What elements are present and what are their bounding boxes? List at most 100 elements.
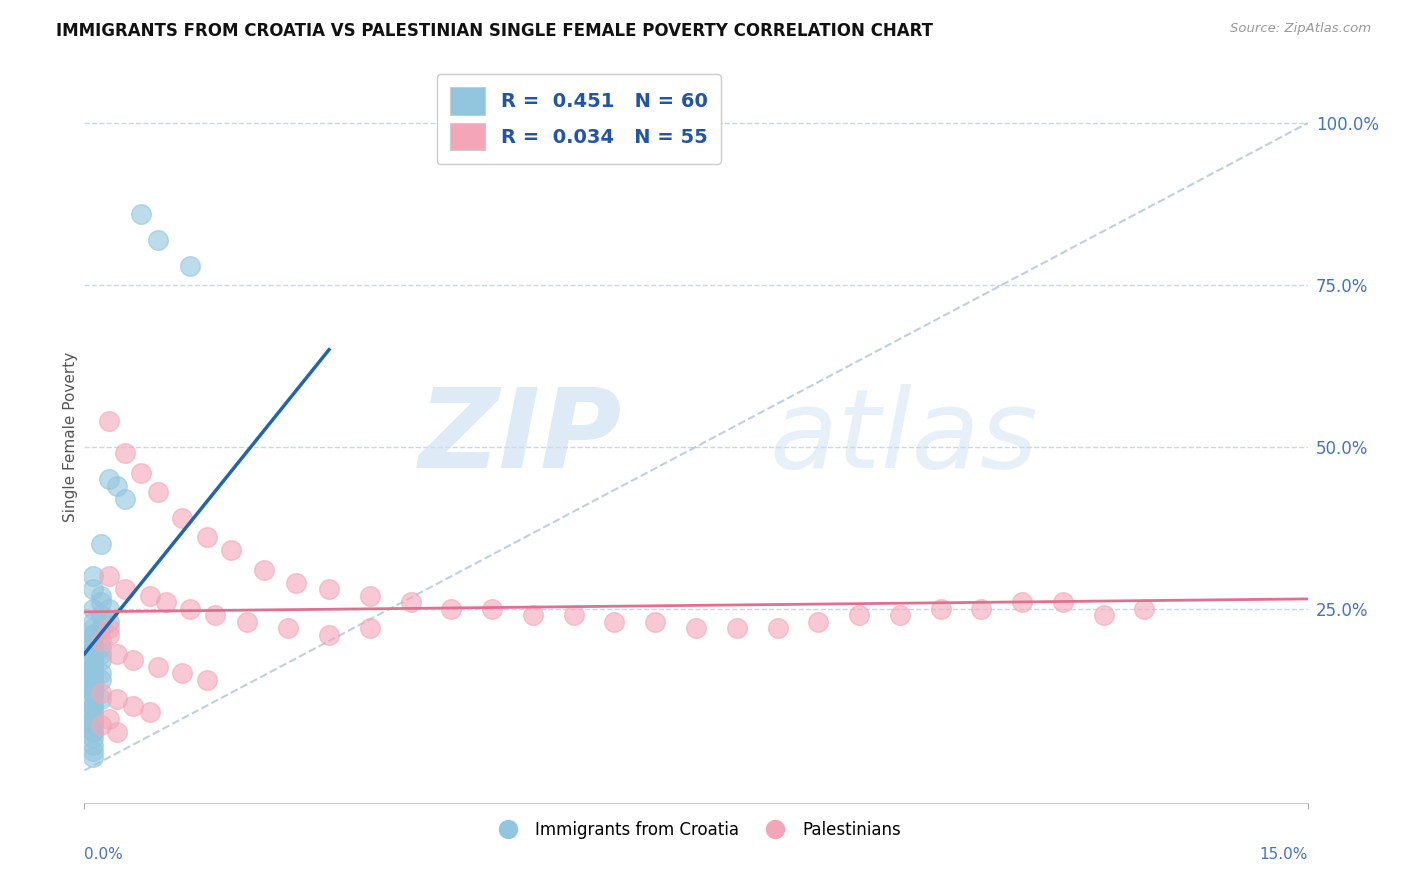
Point bbox=[82, 621, 104, 635]
Point bbox=[82, 724, 104, 739]
Point bbox=[82, 686, 104, 700]
Point bbox=[82, 666, 104, 681]
Point bbox=[146, 233, 169, 247]
Point bbox=[90, 589, 112, 603]
Point bbox=[82, 660, 104, 674]
Point bbox=[82, 640, 104, 655]
Point bbox=[766, 621, 789, 635]
Point bbox=[97, 569, 120, 583]
Point bbox=[82, 705, 104, 719]
Point bbox=[82, 705, 104, 719]
Point bbox=[82, 666, 104, 681]
Text: IMMIGRANTS FROM CROATIA VS PALESTINIAN SINGLE FEMALE POVERTY CORRELATION CHART: IMMIGRANTS FROM CROATIA VS PALESTINIAN S… bbox=[56, 22, 934, 40]
Point bbox=[82, 698, 104, 713]
Point bbox=[105, 692, 128, 706]
Point bbox=[90, 621, 112, 635]
Point bbox=[146, 485, 169, 500]
Point bbox=[82, 731, 104, 745]
Point bbox=[172, 666, 194, 681]
Point bbox=[90, 595, 112, 609]
Point bbox=[82, 712, 104, 726]
Point bbox=[82, 660, 104, 674]
Point bbox=[82, 627, 104, 641]
Text: atlas: atlas bbox=[769, 384, 1038, 491]
Point bbox=[179, 259, 201, 273]
Point bbox=[90, 686, 112, 700]
Point bbox=[82, 738, 104, 752]
Point bbox=[82, 724, 104, 739]
Point bbox=[82, 718, 104, 732]
Point bbox=[97, 472, 120, 486]
Point bbox=[725, 621, 748, 635]
Point bbox=[138, 589, 160, 603]
Point bbox=[114, 446, 136, 460]
Point bbox=[277, 621, 299, 635]
Point bbox=[82, 569, 104, 583]
Point bbox=[90, 640, 112, 655]
Point bbox=[82, 744, 104, 758]
Point bbox=[603, 615, 626, 629]
Point bbox=[440, 601, 463, 615]
Point bbox=[219, 543, 242, 558]
Point bbox=[90, 634, 112, 648]
Point bbox=[146, 660, 169, 674]
Point bbox=[359, 589, 381, 603]
Point bbox=[82, 615, 104, 629]
Point bbox=[97, 414, 120, 428]
Point bbox=[82, 627, 104, 641]
Point bbox=[97, 601, 120, 615]
Point bbox=[1052, 595, 1074, 609]
Point bbox=[82, 653, 104, 667]
Point bbox=[318, 627, 340, 641]
Point bbox=[114, 582, 136, 597]
Point bbox=[82, 686, 104, 700]
Point bbox=[644, 615, 666, 629]
Point bbox=[114, 491, 136, 506]
Point bbox=[90, 653, 112, 667]
Point bbox=[82, 582, 104, 597]
Point bbox=[399, 595, 422, 609]
Point bbox=[285, 575, 308, 590]
Legend: Immigrants from Croatia, Palestinians: Immigrants from Croatia, Palestinians bbox=[485, 814, 907, 846]
Point bbox=[105, 478, 128, 492]
Point bbox=[82, 634, 104, 648]
Point bbox=[970, 601, 993, 615]
Point bbox=[90, 608, 112, 623]
Text: 0.0%: 0.0% bbox=[84, 847, 124, 862]
Point bbox=[82, 673, 104, 687]
Point bbox=[105, 724, 128, 739]
Text: Source: ZipAtlas.com: Source: ZipAtlas.com bbox=[1230, 22, 1371, 36]
Point bbox=[90, 666, 112, 681]
Point bbox=[82, 640, 104, 655]
Point bbox=[929, 601, 952, 615]
Point bbox=[97, 621, 120, 635]
Point bbox=[82, 634, 104, 648]
Point bbox=[807, 615, 830, 629]
Point bbox=[155, 595, 177, 609]
Y-axis label: Single Female Poverty: Single Female Poverty bbox=[63, 352, 77, 522]
Point bbox=[195, 530, 218, 544]
Point bbox=[82, 601, 104, 615]
Point bbox=[122, 653, 145, 667]
Text: 15.0%: 15.0% bbox=[1260, 847, 1308, 862]
Point bbox=[82, 692, 104, 706]
Point bbox=[90, 647, 112, 661]
Point bbox=[562, 608, 585, 623]
Point bbox=[97, 712, 120, 726]
Point bbox=[82, 686, 104, 700]
Point bbox=[889, 608, 911, 623]
Point bbox=[122, 698, 145, 713]
Point bbox=[82, 698, 104, 713]
Point bbox=[685, 621, 707, 635]
Point bbox=[97, 627, 120, 641]
Point bbox=[195, 673, 218, 687]
Point bbox=[97, 615, 120, 629]
Point bbox=[172, 511, 194, 525]
Point bbox=[1133, 601, 1156, 615]
Point bbox=[82, 750, 104, 764]
Point bbox=[82, 712, 104, 726]
Point bbox=[82, 647, 104, 661]
Point bbox=[179, 601, 201, 615]
Point bbox=[204, 608, 226, 623]
Point bbox=[90, 537, 112, 551]
